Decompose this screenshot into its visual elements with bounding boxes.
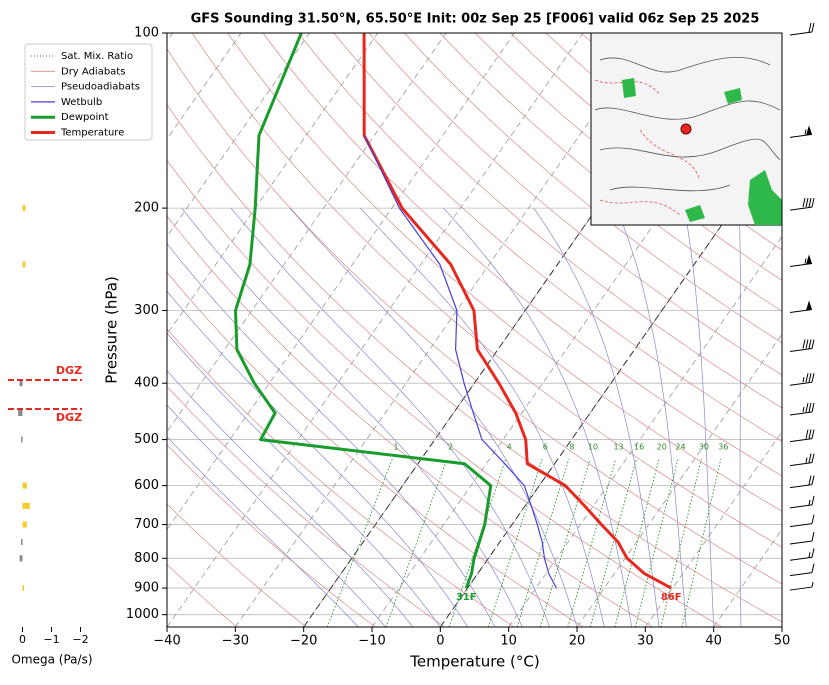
mixing-ratio-label: 36 bbox=[718, 443, 728, 452]
x-tick-label: −40 bbox=[153, 634, 180, 649]
mixing-ratio-label: 13 bbox=[613, 443, 623, 452]
inset-map bbox=[591, 33, 782, 225]
omega-bar bbox=[21, 539, 23, 545]
legend-label: Dewpoint bbox=[61, 112, 109, 123]
omega-axis-label: Omega (Pa/s) bbox=[11, 653, 92, 667]
omega-bar bbox=[23, 261, 26, 267]
y-tick-label: 500 bbox=[134, 432, 159, 447]
map-location bbox=[681, 124, 691, 134]
omega-bar bbox=[23, 585, 25, 591]
x-axis-label: Temperature (°C) bbox=[409, 653, 539, 671]
y-tick-label: 200 bbox=[134, 201, 159, 216]
omega-bar bbox=[23, 503, 30, 509]
legend-label: Sat. Mix. Ratio bbox=[61, 51, 133, 62]
y-tick-label: 600 bbox=[134, 478, 159, 493]
omega-bar bbox=[23, 483, 27, 489]
legend-label: Wetbulb bbox=[61, 97, 102, 108]
x-tick-label: −20 bbox=[290, 634, 317, 649]
omega-bar bbox=[20, 555, 23, 561]
chart-title: GFS Sounding 31.50°N, 65.50°E Init: 00z … bbox=[191, 12, 760, 27]
omega-bar bbox=[23, 205, 26, 211]
y-tick-label: 700 bbox=[134, 517, 159, 532]
legend-label: Pseudoadiabats bbox=[61, 82, 140, 93]
y-tick-label: 800 bbox=[134, 551, 159, 566]
legend-label: Dry Adiabats bbox=[61, 66, 125, 77]
dgz-label: DGZ bbox=[56, 411, 82, 424]
mixing-ratio-label: 1 bbox=[394, 443, 399, 452]
mixing-ratio-label: 8 bbox=[569, 443, 574, 452]
mixing-ratio-label: 10 bbox=[588, 443, 598, 452]
mixing-ratio-label: 24 bbox=[675, 443, 685, 452]
x-tick-label: 30 bbox=[637, 634, 654, 649]
x-tick-label: −10 bbox=[358, 634, 385, 649]
surface-temp-label: 86F bbox=[661, 592, 682, 603]
omega-tick-label: −2 bbox=[72, 633, 88, 646]
legend: Sat. Mix. Ratio Dry Adiabats Pseudoadiabat… bbox=[25, 44, 152, 140]
mixing-ratio-label: 16 bbox=[634, 443, 644, 452]
omega-bar bbox=[21, 437, 23, 443]
y-tick-label: 100 bbox=[134, 26, 159, 41]
mixing-ratio-label: 20 bbox=[657, 443, 667, 452]
surface-dewpoint-label: 31F bbox=[456, 592, 477, 603]
y-tick-label: 300 bbox=[134, 303, 159, 318]
omega-tick-label: 0 bbox=[19, 633, 26, 646]
omega-bar bbox=[18, 410, 22, 416]
y-axis-label: Pressure (hPa) bbox=[103, 276, 121, 384]
x-tick-label: 10 bbox=[500, 634, 517, 649]
legend-label: Temperature bbox=[60, 128, 124, 139]
x-tick-label: −30 bbox=[222, 634, 249, 649]
x-tick-label: 50 bbox=[774, 634, 791, 649]
mixing-ratio-label: 2 bbox=[448, 443, 453, 452]
mixing-ratio-label: 30 bbox=[699, 443, 709, 452]
mixing-ratio-label: 4 bbox=[507, 443, 512, 452]
y-tick-label: 900 bbox=[134, 581, 159, 596]
mixing-ratio-label: 6 bbox=[543, 443, 548, 452]
omega-bar bbox=[20, 380, 23, 386]
x-tick-label: 20 bbox=[569, 634, 586, 649]
dgz-label: DGZ bbox=[56, 364, 82, 377]
x-tick-label: 0 bbox=[436, 634, 444, 649]
x-tick-label: 40 bbox=[705, 634, 722, 649]
omega-bar bbox=[23, 522, 27, 528]
y-tick-label: 400 bbox=[134, 376, 159, 391]
omega-tick-label: −1 bbox=[43, 633, 59, 646]
y-tick-label: 1000 bbox=[126, 607, 159, 622]
